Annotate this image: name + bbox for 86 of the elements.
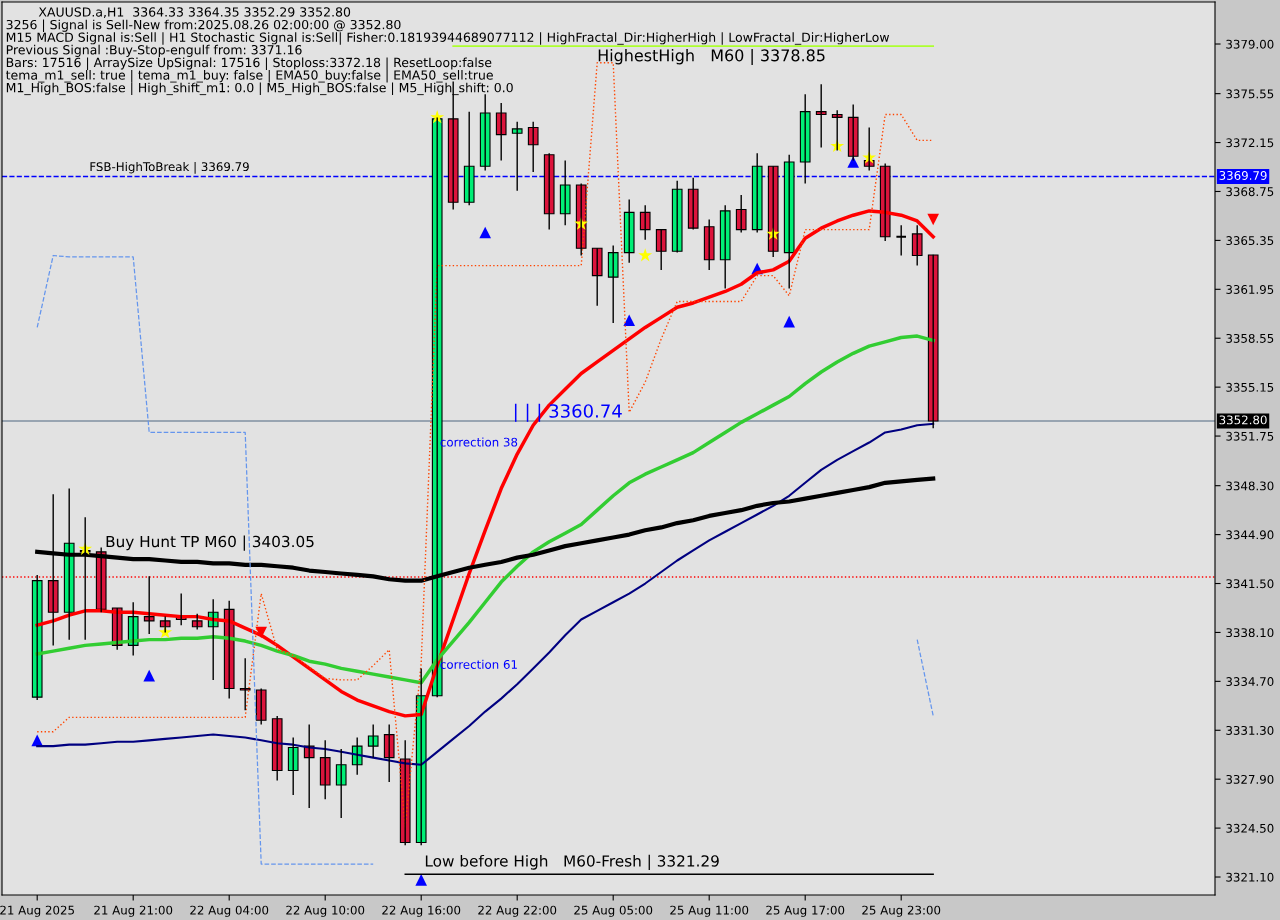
y-tick-label: 3324.50 <box>1226 823 1274 833</box>
candlestick <box>479 93 491 172</box>
candlestick <box>335 748 347 819</box>
annotation: HighestHigh M60 | 3378.85 <box>598 48 825 65</box>
annotation: Low before High M60-Fresh | 3321.29 <box>425 854 719 871</box>
x-tick-label: 25 Aug 17:00 <box>766 905 845 917</box>
candlestick <box>607 244 619 324</box>
candlestick <box>271 715 283 782</box>
ref-line-label: Buy Hunt TP M60 | 3403.05 <box>106 535 314 551</box>
annotation: | | | 3360.74 <box>514 403 622 422</box>
ref-line-label: 3369.79 <box>1219 171 1267 180</box>
candlestick <box>319 739 331 801</box>
x-tick-label: 25 Aug 05:00 <box>574 905 653 917</box>
candlestick <box>719 204 731 290</box>
candlestick <box>815 83 827 149</box>
candlestick <box>527 121 539 173</box>
candlestick <box>543 152 555 231</box>
annotation: tema_m1_sell: true | tema_m1_buy: false | EMA50_buy:false | EMA50_sell:true <box>5 70 493 83</box>
y-tick-label: 3355.15 <box>1226 382 1274 392</box>
candlestick <box>559 159 571 226</box>
candlestick <box>703 218 715 271</box>
point <box>143 669 156 682</box>
candlestick <box>687 177 699 231</box>
annotation: Bars: 17516 | ArraySize UpSignal: 17516 | Stoploss:3372.18 | ResetLoop:false <box>6 57 492 70</box>
candlestick <box>639 204 651 241</box>
annotation: FSB-HighToBreak | 3369.79 <box>90 161 249 174</box>
y-tick-label: 3375.55 <box>1226 89 1274 99</box>
candlestick <box>143 575 155 635</box>
x-tick-label: 22 Aug 04:00 <box>190 905 269 917</box>
point <box>623 314 636 327</box>
x-tick-label: 22 Aug 22:00 <box>478 905 557 917</box>
candlestick <box>591 247 603 307</box>
y-tick-label: 3368.75 <box>1226 187 1274 197</box>
y-tick-label: 3372.15 <box>1226 138 1274 148</box>
candlestick <box>623 198 635 264</box>
candlestick <box>367 723 379 759</box>
x-tick-label: 25 Aug 23:00 <box>862 905 941 917</box>
candlestick <box>287 736 299 796</box>
candlestick <box>799 93 811 185</box>
point <box>430 110 445 124</box>
annotation: 3256 | Signal is Sell-New from:2025.08.26 02:00:00 @ 3352.80 <box>6 19 401 33</box>
candlestick <box>463 110 475 206</box>
candlestick <box>911 224 923 267</box>
x-tick-label: 25 Aug 11:00 <box>670 905 749 917</box>
y-tick-label: 3334.70 <box>1226 677 1274 687</box>
y-tick-label: 3358.55 <box>1226 333 1274 343</box>
y-tick-label: 3361.95 <box>1226 285 1274 294</box>
y-tick-label: 3348.30 <box>1226 481 1274 491</box>
candlestick <box>495 102 507 162</box>
chart-title: XAUUSD.a,H1 3364.33 3364.35 3352.29 3352.80 <box>38 7 351 18</box>
candlestick <box>927 254 939 429</box>
candlestick <box>383 723 395 783</box>
y-tick-label: 3338.10 <box>1226 628 1274 638</box>
y-tick-label: 3365.35 <box>1226 236 1274 246</box>
candlestick <box>31 574 43 701</box>
x-tick-label: 21 Aug 2025 <box>0 905 74 917</box>
point <box>415 874 428 886</box>
point <box>927 213 940 226</box>
y-tick-label: 3379.00 <box>1226 39 1274 49</box>
candlestick <box>255 687 267 726</box>
point <box>638 248 653 262</box>
y-tick-label: 3321.10 <box>1226 872 1274 882</box>
x-tick-label: 22 Aug 10:00 <box>286 905 365 917</box>
candlestick <box>735 194 747 234</box>
candlestick <box>671 179 683 254</box>
point <box>847 156 860 168</box>
annotation: Previous Signal :Buy-Stop-engulf from: 3371.16 <box>6 44 302 57</box>
y-tick-label: 3341.50 <box>1226 579 1274 589</box>
y-tick-label: 3331.30 <box>1226 725 1274 735</box>
point <box>783 315 796 328</box>
point <box>158 625 173 639</box>
y-tick-label: 3327.90 <box>1226 774 1274 784</box>
point <box>479 226 492 239</box>
line-series <box>35 334 935 685</box>
candlestick <box>751 152 763 234</box>
candlestick <box>655 228 667 271</box>
y-tick-label: 3344.90 <box>1226 530 1274 540</box>
candlestick <box>511 121 523 192</box>
candlestick <box>783 154 795 290</box>
candlestick <box>895 224 907 257</box>
candlestick <box>239 657 251 711</box>
x-tick-label: 21 Aug 21:00 <box>94 905 173 917</box>
x-tick-label: 22 Aug 16:00 <box>382 905 461 917</box>
annotation: M15 MACD Signal is:Sell | H1 Stochastic Signal is:Sell| Fisher:0.18193944689077112 | HighFractal_Dir:HigherHigh | LowFractal_Dir:HigherLow <box>6 32 890 45</box>
y-tick-label: 3351.75 <box>1226 431 1274 441</box>
ref-line-label: 3352.80 <box>1219 415 1267 425</box>
